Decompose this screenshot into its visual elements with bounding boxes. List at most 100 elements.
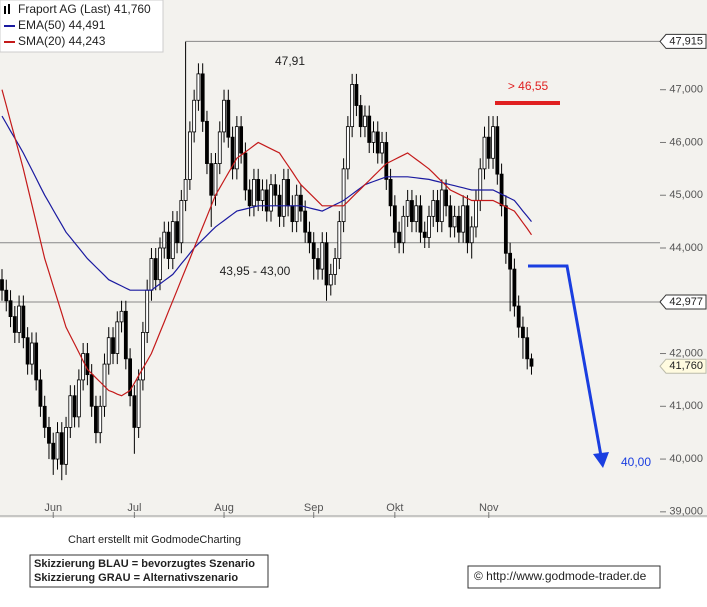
candle-body bbox=[234, 126, 239, 170]
candle-body bbox=[119, 310, 124, 323]
y-tick-label: 46,000 bbox=[669, 136, 703, 148]
level-tag bbox=[659, 33, 707, 49]
candle-body bbox=[141, 332, 145, 381]
level-label: 47,915 bbox=[669, 35, 703, 47]
candle-body bbox=[354, 84, 359, 106]
candle-body bbox=[486, 136, 491, 159]
candle-body bbox=[422, 231, 427, 238]
candle-body bbox=[29, 342, 34, 365]
candle-body bbox=[0, 279, 4, 291]
candle-body bbox=[68, 395, 73, 428]
candle-body bbox=[243, 152, 248, 191]
x-tick-label: Jun bbox=[44, 502, 62, 514]
candle-body bbox=[333, 258, 337, 275]
candle-body bbox=[252, 179, 256, 207]
candle-body bbox=[491, 126, 495, 159]
candle-body bbox=[521, 326, 525, 339]
candle-body bbox=[316, 258, 320, 270]
marks: 39,00040,00041,00042,00043,00044,00045,0… bbox=[0, 33, 707, 518]
candle-body bbox=[222, 99, 226, 133]
candle-body bbox=[200, 73, 205, 122]
candle-body bbox=[205, 120, 209, 164]
note: Skizzierung GRAU = Alternativszenario bbox=[34, 572, 238, 584]
y-tick-label: 40,000 bbox=[669, 453, 703, 465]
candle-body bbox=[196, 73, 201, 101]
candle-body bbox=[256, 179, 261, 201]
candle-body bbox=[358, 105, 363, 128]
candle-body bbox=[209, 163, 214, 196]
candle-body bbox=[136, 379, 141, 428]
candle-body bbox=[516, 305, 521, 328]
candle-body bbox=[529, 358, 534, 367]
candle-body bbox=[81, 353, 86, 381]
candle-body bbox=[350, 84, 355, 128]
candle-body bbox=[260, 189, 265, 201]
candle-body bbox=[474, 200, 478, 228]
source-box bbox=[467, 565, 661, 589]
y-tick-label: 39,000 bbox=[669, 506, 703, 518]
x-tick-label: Sep bbox=[304, 502, 324, 514]
legend-box bbox=[0, 0, 164, 53]
candle-body bbox=[72, 395, 77, 418]
candle-body bbox=[311, 242, 316, 259]
candle-body bbox=[21, 305, 26, 339]
candle-body bbox=[495, 126, 500, 175]
y-tick-label: 44,000 bbox=[669, 242, 703, 254]
candle-body bbox=[320, 242, 325, 270]
candle-body bbox=[217, 131, 222, 164]
candle-body bbox=[286, 179, 290, 207]
candle-body bbox=[12, 316, 17, 333]
candle-body bbox=[239, 126, 244, 154]
candle-body bbox=[337, 221, 342, 259]
candle-body bbox=[153, 258, 158, 281]
candle-body bbox=[8, 300, 13, 317]
candle-body bbox=[367, 115, 372, 143]
candle-body bbox=[4, 289, 9, 302]
candle-body bbox=[290, 205, 295, 223]
candle-body bbox=[170, 221, 175, 259]
candle-body bbox=[85, 353, 90, 376]
candle-body bbox=[384, 142, 389, 180]
y-tick-label: 47,000 bbox=[669, 84, 703, 96]
x-tick-label: Aug bbox=[214, 502, 234, 514]
legend-swatch bbox=[4, 6, 6, 14]
candle-body bbox=[397, 231, 402, 244]
candle-body bbox=[418, 205, 423, 233]
candle-body bbox=[448, 205, 453, 228]
candle-body bbox=[439, 189, 444, 223]
candle-body bbox=[128, 358, 133, 397]
annotation: 43,95 - 43,00 bbox=[220, 264, 291, 278]
candle-body bbox=[371, 131, 376, 143]
candle-body bbox=[456, 215, 461, 233]
annotation: 40,00 bbox=[621, 455, 651, 469]
candle-body bbox=[469, 226, 474, 244]
candle-body bbox=[51, 442, 56, 460]
y-tick-label: 42,000 bbox=[669, 347, 703, 359]
candle-body bbox=[59, 432, 64, 465]
candle-body bbox=[187, 131, 192, 180]
candle-body bbox=[465, 205, 470, 244]
legend-label: EMA(50) 44,491 bbox=[18, 18, 106, 32]
candle-body bbox=[512, 268, 517, 307]
candle-body bbox=[55, 432, 60, 460]
candle-body bbox=[17, 305, 21, 333]
candle-body bbox=[414, 205, 419, 223]
legend-label: Fraport AG (Last) 41,760 bbox=[18, 2, 151, 16]
source: © http://www.godmode-trader.de bbox=[474, 569, 647, 583]
plot-background bbox=[0, 0, 707, 518]
credit: Chart erstellt mit GodmodeCharting bbox=[68, 534, 241, 546]
level-label: 42,977 bbox=[669, 296, 703, 308]
candle-body bbox=[431, 200, 436, 217]
candle-body bbox=[281, 179, 286, 217]
candle-body bbox=[273, 184, 278, 196]
candle-body bbox=[247, 189, 252, 207]
candle-body bbox=[294, 194, 299, 223]
candle-body bbox=[132, 395, 137, 428]
candle-body bbox=[503, 205, 508, 254]
annotation: > 46,55 bbox=[508, 79, 549, 93]
annotation: 47,91 bbox=[275, 54, 305, 68]
last-label: 41,760 bbox=[669, 360, 703, 372]
candle-body bbox=[461, 205, 466, 233]
candle-body bbox=[375, 131, 380, 154]
